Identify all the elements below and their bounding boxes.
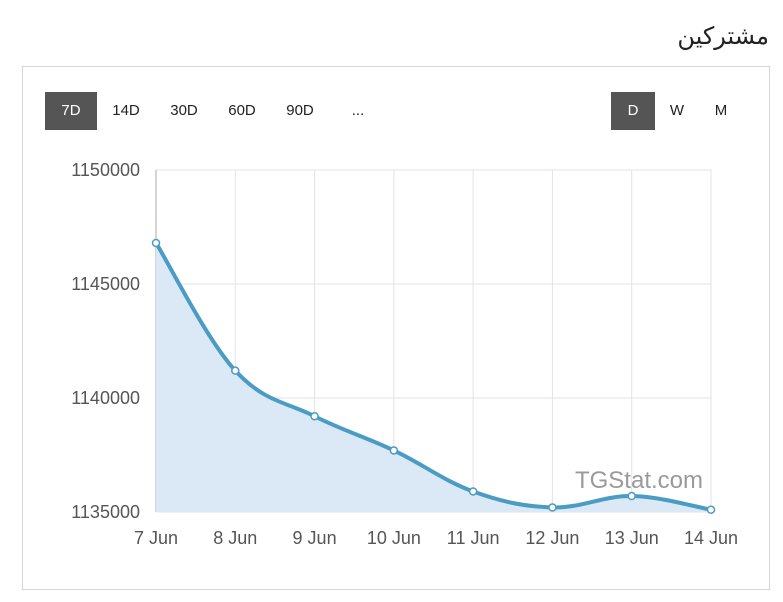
x-tick-label: 11 Jun <box>447 528 500 548</box>
y-tick-label: 1145000 <box>71 274 140 294</box>
data-point[interactable] <box>231 366 240 375</box>
range-90d-button[interactable]: 90D <box>286 102 314 119</box>
data-point[interactable] <box>706 505 716 514</box>
x-tick-label: 10 Jun <box>367 528 421 548</box>
range-selector: 7D 14D 30D 60D 90D... <box>45 92 387 130</box>
range-more-button[interactable]: ... <box>351 102 365 119</box>
data-point[interactable] <box>548 503 557 512</box>
granularity-d-button[interactable]: D <box>611 92 655 130</box>
area-path <box>156 242 711 512</box>
x-tick-label: 13 Jun <box>605 528 659 548</box>
y-tick-label: 1140000 <box>71 388 140 408</box>
x-tick-label: 9 Jun <box>293 528 337 548</box>
y-axis-ticks: 1135000 1140000 1145000 1150000 <box>71 160 140 522</box>
range-14d-button[interactable]: 14D <box>112 102 140 119</box>
x-tick-label: 14 Jun <box>684 528 738 548</box>
watermark: TGStat.com <box>575 467 703 494</box>
grid <box>155 169 712 513</box>
data-point[interactable] <box>310 411 319 421</box>
x-tick-label: 7 Jun <box>134 528 178 548</box>
data-point[interactable] <box>627 491 636 501</box>
area-fill <box>156 242 711 512</box>
range-30d-button[interactable]: 30D <box>170 102 198 119</box>
x-tick-label: 8 Jun <box>213 528 257 548</box>
data-point[interactable] <box>389 446 399 455</box>
granularity-w-button[interactable]: W <box>669 102 685 119</box>
y-tick-label: 1135000 <box>71 502 140 522</box>
page-title: مشترکین <box>677 22 769 50</box>
range-60d-button[interactable]: 60D <box>228 102 256 119</box>
data-points <box>151 238 716 514</box>
data-point[interactable] <box>151 238 161 248</box>
range-7d-button[interactable]: 7D <box>45 92 97 130</box>
y-tick-label: 1150000 <box>71 160 140 180</box>
x-tick-label: 12 Jun <box>525 528 579 548</box>
granularity-m-button[interactable]: M <box>714 102 728 119</box>
data-point[interactable] <box>468 487 478 496</box>
x-axis-ticks: 7 Jun 8 Jun 9 Jun 10 Jun 11 Jun 12 Jun 13 Jun 1… <box>134 528 738 548</box>
